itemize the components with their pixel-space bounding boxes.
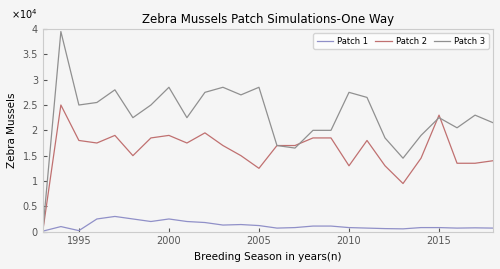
Patch 2 (490, 159, 496, 162)
Patch 2 (184, 141, 190, 145)
Patch 3 (76, 103, 82, 107)
Patch 3 (364, 96, 370, 99)
Patch 1 (364, 226, 370, 230)
Patch 3 (310, 129, 316, 132)
Patch 1 (310, 224, 316, 228)
Patch 1 (382, 227, 388, 230)
Patch 3 (472, 114, 478, 117)
Patch 3 (58, 30, 64, 33)
Patch 1 (184, 220, 190, 223)
Patch 3 (238, 93, 244, 97)
Patch 3 (130, 116, 136, 119)
Patch 3 (292, 146, 298, 150)
Patch 2 (166, 134, 172, 137)
Patch 2 (382, 164, 388, 167)
Patch 1 (40, 229, 46, 233)
Patch 2 (328, 136, 334, 140)
Patch 1 (94, 217, 100, 221)
Patch 1 (130, 217, 136, 221)
Patch 2 (472, 162, 478, 165)
Patch 3 (418, 134, 424, 137)
Patch 3 (166, 86, 172, 89)
Patch 3 (112, 88, 118, 91)
X-axis label: Breeding Season in years(n): Breeding Season in years(n) (194, 252, 342, 262)
Patch 3 (256, 86, 262, 89)
Patch 2 (310, 136, 316, 140)
Patch 3 (202, 91, 208, 94)
Patch 2 (94, 141, 100, 145)
Patch 3 (454, 126, 460, 129)
Patch 2 (256, 167, 262, 170)
Patch 1 (436, 226, 442, 229)
Legend: Patch 1, Patch 2, Patch 3: Patch 1, Patch 2, Patch 3 (314, 33, 489, 49)
Text: $\times10^4$: $\times10^4$ (12, 7, 38, 21)
Patch 2 (238, 154, 244, 157)
Patch 1 (256, 224, 262, 227)
Patch 1 (76, 229, 82, 232)
Patch 1 (166, 217, 172, 221)
Patch 3 (490, 121, 496, 124)
Patch 2 (76, 139, 82, 142)
Patch 3 (184, 116, 190, 119)
Line: Patch 1: Patch 1 (43, 217, 493, 231)
Patch 2 (220, 144, 226, 147)
Patch 2 (202, 131, 208, 134)
Patch 2 (112, 134, 118, 137)
Patch 1 (490, 226, 496, 230)
Patch 2 (454, 162, 460, 165)
Patch 1 (418, 226, 424, 229)
Patch 1 (58, 225, 64, 228)
Patch 1 (346, 226, 352, 229)
Patch 2 (418, 157, 424, 160)
Patch 2 (346, 164, 352, 167)
Patch 1 (472, 226, 478, 229)
Patch 3 (274, 144, 280, 147)
Patch 3 (40, 229, 46, 232)
Patch 1 (220, 224, 226, 227)
Patch 1 (202, 221, 208, 224)
Patch 3 (436, 116, 442, 119)
Patch 2 (364, 139, 370, 142)
Patch 1 (238, 223, 244, 226)
Line: Patch 3: Patch 3 (43, 31, 493, 231)
Patch 1 (112, 215, 118, 218)
Patch 2 (436, 114, 442, 117)
Patch 1 (274, 226, 280, 230)
Patch 1 (292, 226, 298, 229)
Patch 2 (292, 144, 298, 147)
Line: Patch 2: Patch 2 (43, 105, 493, 231)
Patch 1 (148, 220, 154, 223)
Patch 1 (328, 224, 334, 228)
Patch 2 (274, 144, 280, 147)
Patch 3 (382, 136, 388, 140)
Patch 3 (400, 157, 406, 160)
Patch 2 (130, 154, 136, 157)
Y-axis label: Zebra Mussels: Zebra Mussels (7, 93, 17, 168)
Patch 2 (40, 229, 46, 232)
Patch 2 (58, 103, 64, 107)
Patch 3 (148, 103, 154, 107)
Patch 3 (220, 86, 226, 89)
Patch 2 (148, 136, 154, 140)
Patch 3 (328, 129, 334, 132)
Patch 1 (400, 227, 406, 231)
Title: Zebra Mussels Patch Simulations-One Way: Zebra Mussels Patch Simulations-One Way (142, 13, 394, 26)
Patch 2 (400, 182, 406, 185)
Patch 1 (454, 226, 460, 230)
Patch 3 (346, 91, 352, 94)
Patch 3 (94, 101, 100, 104)
